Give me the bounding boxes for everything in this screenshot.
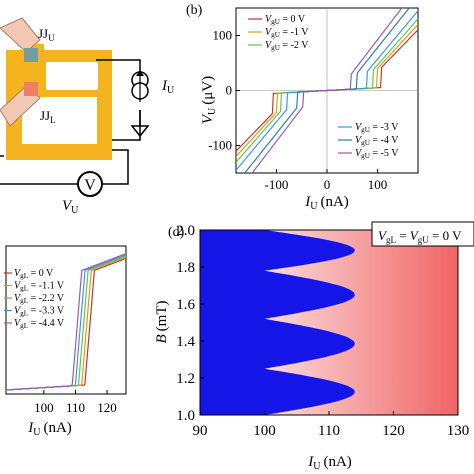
d-xtick-label: 110 [318,423,340,439]
panel-c-curves [6,253,126,391]
panel-c-xlabel: IU (nA) [27,420,72,438]
panel-d-annotation-box [371,221,474,247]
b-legend-entry: VgU = -5 V [355,148,399,160]
c-legend-entry: VgL = -3.3 V [14,306,65,318]
jj-u-label: JJU [38,26,55,43]
c-xtick-label: 110 [66,400,85,415]
b-legend-entry: VgU = 0 V [265,14,306,26]
panel-b-label: (b) [186,3,203,18]
b-xtick-label: 100 [368,177,388,192]
d-ytick-label: 1.0 [176,408,195,424]
current-arrow-head [136,70,144,76]
wire-source-bottom [112,110,141,141]
b-xtick-label: 0 [324,177,331,192]
panel-b-ticks: -100 0 100 -100 0 100 [208,28,387,193]
pad-window-lower [22,97,97,144]
voltmeter-icon [77,171,103,197]
panel-b-curves [236,8,418,173]
d-xtick-label: 130 [447,423,470,439]
d-ytick-label: 1.4 [176,334,195,350]
panel-d-ylabel: B(mT) [154,301,170,344]
d-xtick-label: 90 [193,423,208,439]
panel-d-annotation: VgL = VgU = 0 V [378,228,462,245]
b-ytick-label: -100 [208,138,232,153]
c-xtick-label: 100 [34,400,54,415]
b-legend-entry: VgU = -2 V [265,40,309,52]
panel-d-label: (d) [168,225,185,240]
d-xtick-label: 100 [253,423,276,439]
panel-d: (d) 90 100 110 120 130 1.0 1.2 1.4 1.6 1.8 2.0 VgL… [154,221,474,472]
d-superconducting-region [200,230,355,415]
c-legend-entry: VgL = 0 V [14,268,54,280]
voltage-label: VU [62,198,79,216]
panel-c-ticks: 100 110 120 [34,390,117,415]
ground-icon [130,125,150,138]
c-legend-entry: VgL = -2.2 V [14,293,65,305]
jj-l-label: JJL [40,108,56,125]
voltmeter-glyph: V [84,177,96,194]
c-xtick-label: 120 [97,400,117,415]
c-legend-entry: VgL = -1.1 V [14,281,65,293]
panel-b-ylabel: VU(μV) [200,76,218,124]
b-series-line [251,8,403,173]
panel-c-frame [5,245,127,395]
pad-window-upper [46,62,98,90]
jj-l-block [24,82,38,96]
d-ytick-label: 2.0 [176,223,195,239]
panel-d-ticks: 90 100 110 120 130 1.0 1.2 1.4 1.6 1.8 2.0 [176,223,469,439]
jj-u-block [24,48,38,62]
gate-lead-upper [0,17,41,53]
b-legend-entry: VgU = -1 V [265,27,309,39]
b-xtick-label: -100 [265,177,289,192]
panel-d-heatmap [200,230,458,415]
device-schematic: JJU JJL IU V VU [0,17,175,216]
b-legend-entry: VgU = -4 V [355,135,399,147]
d-ytick-label: 1.6 [176,297,195,313]
b-ytick-label: 100 [213,28,233,43]
d-ytick-label: 1.2 [176,371,195,387]
current-source-label: IU [161,78,175,96]
panel-d-xlabel: IU (nA) [307,454,352,472]
b-legend-entry: VgU = -3 V [355,122,399,134]
panel-b-xlabel: IU (nA) [304,194,349,212]
d-xtick-label: 120 [382,423,405,439]
c-series-line [6,253,126,391]
wire-source-top [96,59,141,72]
wire-volt-right [102,149,129,185]
b-ytick-label: 0 [226,83,233,98]
d-ytick-label: 1.8 [176,260,195,276]
c-legend-entry: VgL = -4.4 V [14,318,65,330]
